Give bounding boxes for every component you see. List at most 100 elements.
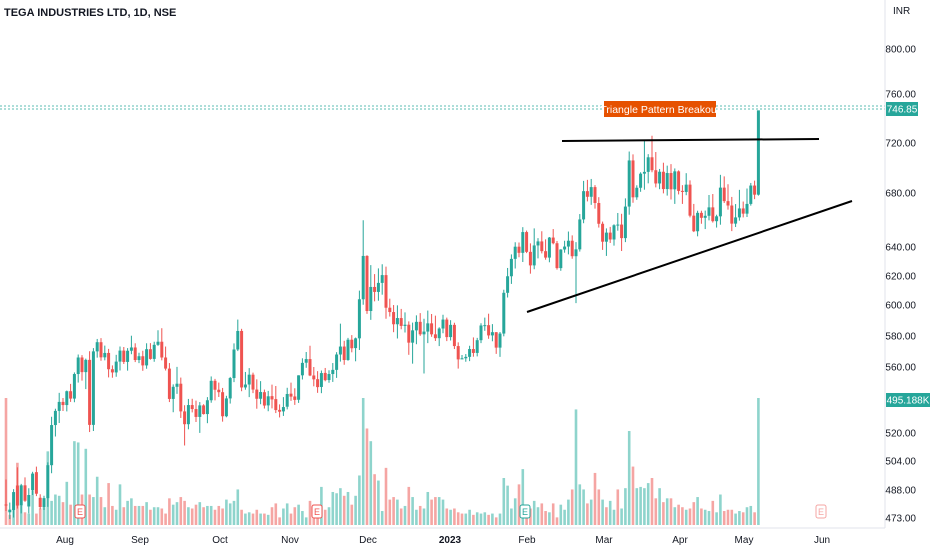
volume-bar <box>23 512 27 525</box>
price-axis[interactable]: 800.00 760.00 720.00 680.00 640.00 620.00 600.… <box>884 0 916 528</box>
triangle-breakout-annotation[interactable]: Triangle Pattern Breakout <box>600 101 720 117</box>
candle-body <box>369 286 373 312</box>
volume-bar <box>244 513 247 525</box>
candle-body <box>661 171 665 190</box>
earnings-marker[interactable]: E <box>815 504 827 519</box>
volume-bar <box>331 491 335 525</box>
candle-body <box>27 495 31 507</box>
candle-body <box>627 160 631 207</box>
candle-body <box>563 246 567 250</box>
volume-bar <box>669 498 673 525</box>
candle-body <box>418 321 422 335</box>
volume-bar <box>475 512 479 525</box>
volume-bar <box>388 499 392 525</box>
candle-body <box>411 330 415 343</box>
volume-bar <box>149 509 152 525</box>
resistance-trendline[interactable] <box>561 138 820 142</box>
price-tick-label: 640.00 <box>885 243 916 254</box>
time-axis[interactable]: Aug Sep Oct Nov Dec 2023 Feb Mar Apr May Jun <box>0 527 885 546</box>
volume-bar <box>582 489 585 525</box>
candle-body <box>688 184 692 216</box>
volume-bar <box>38 508 42 525</box>
candle-body <box>262 392 266 406</box>
volume-bar <box>247 512 251 525</box>
candle-body <box>251 374 255 390</box>
volume-badge <box>886 393 930 407</box>
earnings-marker[interactable]: E <box>311 504 323 519</box>
volume-bar <box>137 505 141 525</box>
volume-bar <box>202 507 205 525</box>
volume-bar <box>399 508 403 525</box>
candle-body <box>536 241 540 246</box>
earnings-marker[interactable]: E <box>74 504 86 519</box>
volume-bar <box>171 504 175 525</box>
volume-bar <box>453 508 456 525</box>
volume-bar <box>175 502 179 525</box>
volume-bar <box>8 514 12 525</box>
candle-body <box>699 212 703 218</box>
volume-bar <box>688 508 692 525</box>
candle-body <box>623 206 627 239</box>
candle-body <box>639 173 643 188</box>
volume-bar <box>221 508 224 525</box>
volume-bar <box>228 503 232 525</box>
volume-bar <box>57 495 61 525</box>
candle-body <box>707 207 711 216</box>
volume-bar <box>187 507 190 525</box>
earnings-marker[interactable]: E <box>519 504 531 519</box>
candle-body <box>684 184 688 192</box>
volume-bar <box>156 507 160 525</box>
candle-body <box>110 369 114 373</box>
volume-bar <box>460 513 464 525</box>
volume-bar <box>593 472 597 525</box>
candle-body <box>319 373 323 387</box>
candle-body <box>4 504 8 506</box>
drawing-overlays[interactable] <box>0 105 885 313</box>
volume-bar <box>327 507 331 525</box>
candle-body <box>202 405 206 415</box>
volume-bar <box>681 507 684 525</box>
candle-body <box>745 203 749 214</box>
volume-bar <box>407 486 411 525</box>
candle-body <box>449 324 453 338</box>
volume-bar <box>95 476 99 525</box>
candle-body <box>414 321 418 331</box>
volume-bar <box>418 505 422 525</box>
candle-body <box>42 498 46 508</box>
candle-body <box>635 187 639 198</box>
candle-body <box>696 212 700 232</box>
volume-bar <box>635 488 639 525</box>
volume-bar <box>160 508 164 525</box>
volume-bar <box>342 495 346 525</box>
candle-body <box>430 323 434 335</box>
candle-body <box>31 473 35 491</box>
volume-bar <box>559 504 563 525</box>
volume-bar <box>745 507 749 525</box>
candle-body <box>509 258 513 277</box>
volume-bar <box>114 509 118 525</box>
candle-body <box>65 391 69 406</box>
candle-body <box>118 350 122 362</box>
price-tick-label: 620.00 <box>885 272 916 283</box>
volume-bar <box>612 509 616 525</box>
volume-bar <box>738 511 741 525</box>
volume-bar <box>555 517 559 525</box>
time-tick-label: Oct <box>212 535 228 546</box>
volume-bar <box>544 511 547 525</box>
volume-bar <box>274 503 278 525</box>
candle-body <box>646 157 650 172</box>
candle-body <box>513 246 517 259</box>
candle-body <box>517 246 521 253</box>
volume-bar <box>654 498 658 525</box>
volume-bar <box>658 488 661 525</box>
support-trendline[interactable] <box>526 200 853 313</box>
candle-body <box>437 328 441 339</box>
candle-body <box>152 344 156 359</box>
candle-body <box>433 334 437 339</box>
price-tick-label: 600.00 <box>885 301 916 312</box>
price-tick-label: 560.00 <box>885 363 916 374</box>
volume-bar <box>510 508 513 525</box>
volume-bar <box>99 497 103 525</box>
